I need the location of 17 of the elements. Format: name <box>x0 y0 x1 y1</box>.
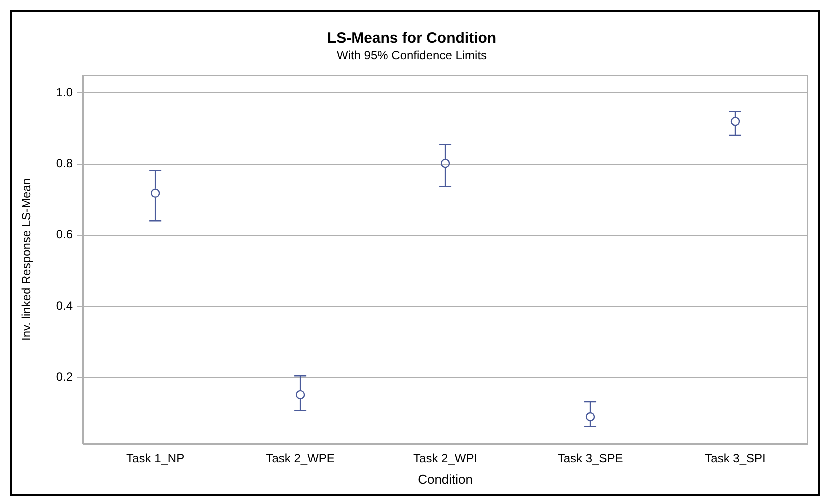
x-tick-label: Task 2_WPE <box>266 452 335 466</box>
y-tick-label: 0.4 <box>56 298 74 313</box>
point <box>296 390 306 400</box>
x-tick-label: Task 3_SPE <box>558 452 624 466</box>
y-tick-label: 1.0 <box>56 85 74 100</box>
y-tick-label: 0.8 <box>56 156 74 171</box>
point <box>586 412 596 422</box>
chart-title: LS-Means for Condition <box>327 30 497 48</box>
x-tick-label: Task 2_WPI <box>414 452 478 466</box>
point <box>730 117 740 126</box>
x-tick-label: Task 1_NP <box>126 452 185 466</box>
y-tick-label: 0.6 <box>56 228 74 242</box>
x-tick-label: Task 3_SPI <box>705 452 766 466</box>
y-axis-title: Inv. linked Response LS-Mean <box>20 178 34 341</box>
point <box>150 188 160 198</box>
y-tick-label: 0.2 <box>56 370 74 384</box>
point <box>440 158 450 168</box>
